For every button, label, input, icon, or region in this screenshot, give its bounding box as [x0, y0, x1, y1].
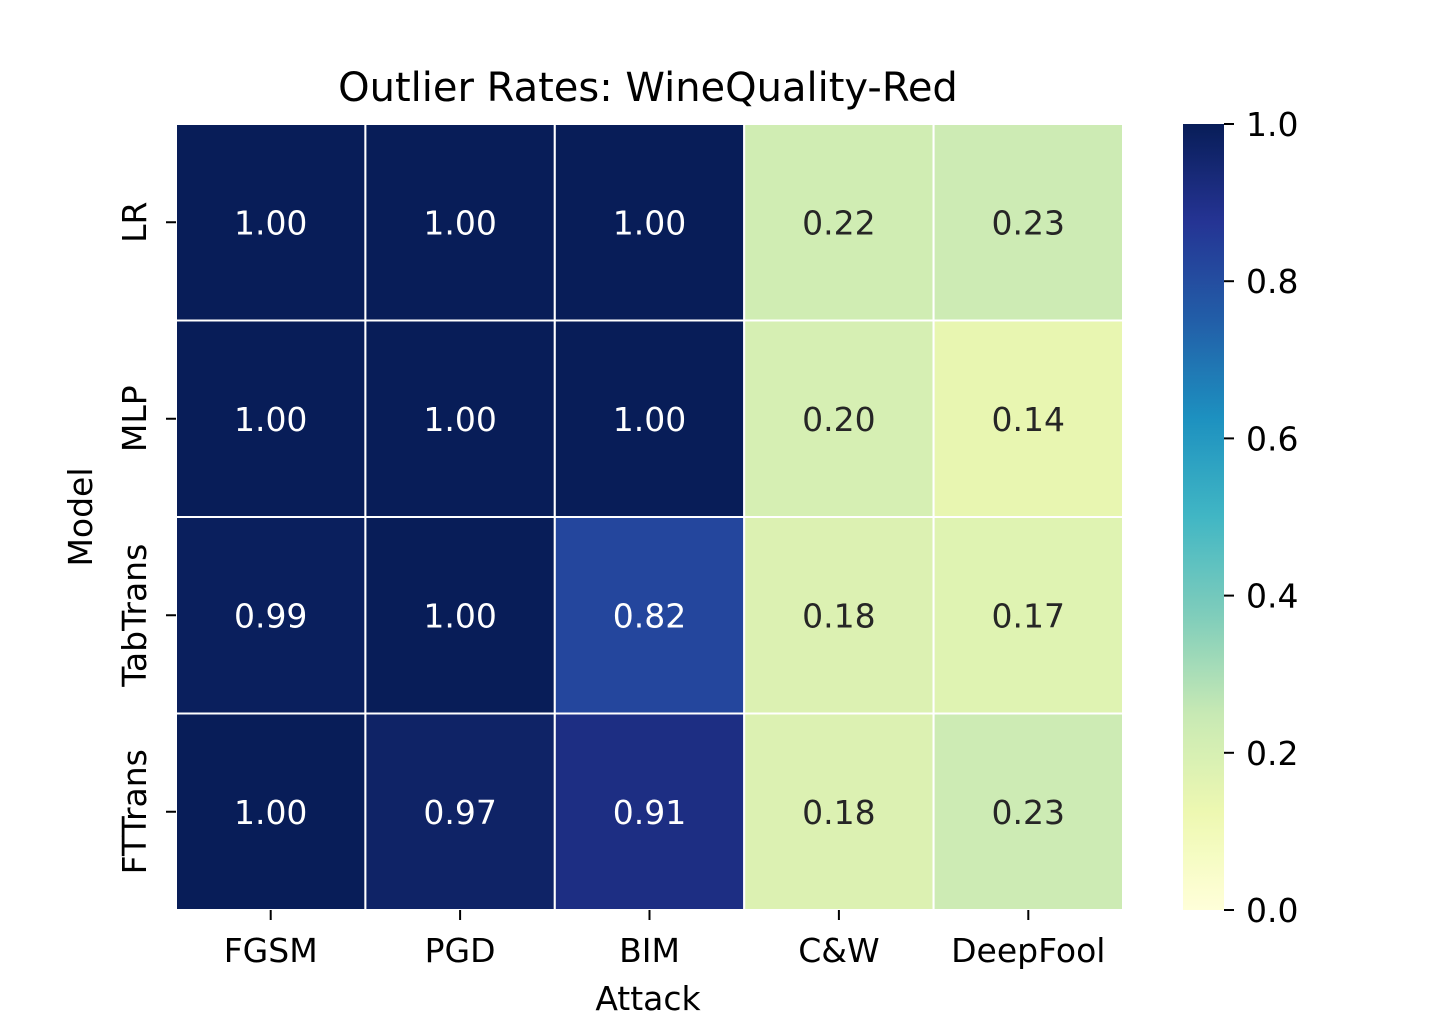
- heatmap-cells: [175, 123, 1124, 911]
- colorbar-tick-label: 0.2: [1246, 734, 1298, 773]
- heatmap-cell-lr-deepfool: [932, 123, 1124, 322]
- cell-value-label: 0.99: [234, 596, 307, 635]
- y-tick-label: LR: [115, 202, 154, 243]
- heatmap-cell-tabtrans-deepfool: [932, 516, 1124, 715]
- colorbar-tick-label: 0.8: [1246, 262, 1298, 301]
- cell-value-label: 1.00: [423, 400, 496, 439]
- heatmap-cell-fttrans-pgd: [364, 712, 556, 911]
- x-tick-label: FGSM: [224, 931, 318, 970]
- colorbar: 0.0 0.2 0.4 0.6 0.8 1.0: [1183, 105, 1298, 930]
- heatmap-cell-tabtrans-bim: [553, 516, 746, 715]
- heatmap-cell-fttrans-candw: [743, 712, 935, 911]
- colorbar-gradient: [1183, 124, 1224, 910]
- cell-value-label: 0.91: [613, 793, 686, 832]
- cell-value-label: 0.18: [802, 793, 875, 832]
- cell-value-label: 0.97: [423, 793, 496, 832]
- heatmap-cell-mlp-bim: [553, 319, 746, 518]
- heatmap-cell-mlp-fgsm: [175, 319, 367, 518]
- x-tick-label: PGD: [425, 931, 496, 970]
- heatmap-cell-lr-bim: [553, 123, 746, 322]
- cell-value-label: 1.00: [613, 400, 686, 439]
- colorbar-tick-label: 0.0: [1246, 891, 1298, 930]
- y-axis: LR MLP TabTrans FTTrans: [115, 202, 176, 874]
- cell-annotations: 1.00 1.00 1.00 0.22 0.23 1.00 1.00 1.00 0.20 0.14…: [234, 203, 1065, 832]
- x-tick-label: C&W: [798, 931, 879, 970]
- cell-value-label: 1.00: [234, 793, 307, 832]
- x-tick-label: DeepFool: [951, 931, 1105, 970]
- y-tick-label: FTTrans: [115, 749, 154, 874]
- cell-value-label: 0.17: [992, 596, 1065, 635]
- x-tick-label: BIM: [619, 931, 680, 970]
- cell-value-label: 0.23: [992, 203, 1065, 242]
- heatmap-cell-tabtrans-pgd: [364, 516, 556, 715]
- cell-value-label: 0.82: [613, 596, 686, 635]
- cell-value-label: 0.18: [802, 596, 875, 635]
- heatmap-cell-fttrans-bim: [553, 712, 746, 911]
- colorbar-tick-label: 0.6: [1246, 419, 1298, 458]
- heatmap-cell-lr-pgd: [364, 123, 556, 322]
- y-tick-label: TabTrans: [115, 544, 154, 688]
- cell-value-label: 0.20: [802, 400, 875, 439]
- colorbar-tick-label: 1.0: [1246, 105, 1298, 144]
- x-axis-label: Attack: [595, 979, 701, 1018]
- cell-value-label: 1.00: [423, 203, 496, 242]
- heatmap-cell-lr-fgsm: [175, 123, 367, 322]
- cell-value-label: 1.00: [423, 596, 496, 635]
- heatmap-cell-lr-candw: [743, 123, 935, 322]
- cell-value-label: 1.00: [613, 203, 686, 242]
- heatmap-cell-mlp-deepfool: [932, 319, 1124, 518]
- y-tick-label: MLP: [115, 385, 154, 452]
- cell-value-label: 1.00: [234, 203, 307, 242]
- y-axis-label: Model: [61, 467, 100, 566]
- heatmap-cell-tabtrans-candw: [743, 516, 935, 715]
- heatmap-cell-fttrans-deepfool: [932, 712, 1124, 911]
- cell-value-label: 0.22: [802, 203, 875, 242]
- cell-value-label: 1.00: [234, 400, 307, 439]
- x-axis: FGSM PGD BIM C&W DeepFool: [224, 910, 1105, 970]
- colorbar-tick-label: 0.4: [1246, 577, 1298, 616]
- cell-value-label: 0.23: [992, 793, 1065, 832]
- cell-value-label: 0.14: [992, 400, 1065, 439]
- chart-title: Outlier Rates: WineQuality-Red: [338, 65, 958, 111]
